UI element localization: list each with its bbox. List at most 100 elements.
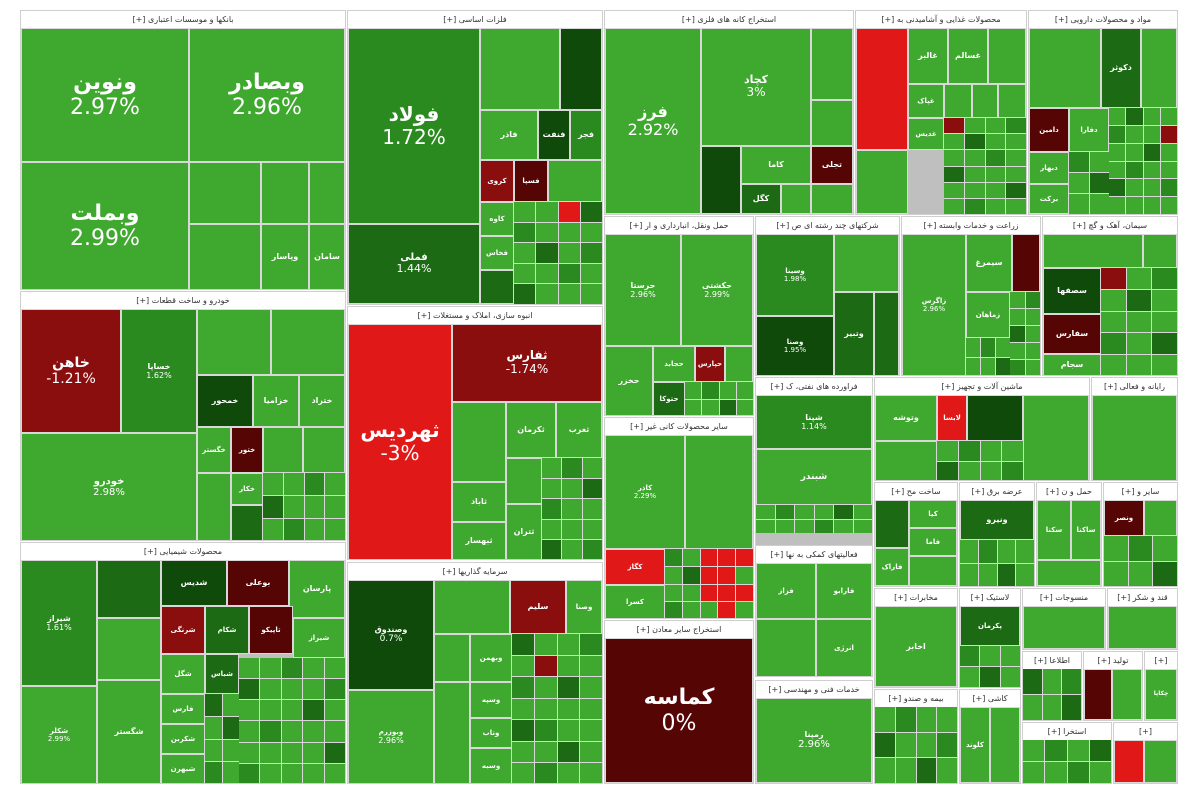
tile-vnik[interactable]: ونیرو bbox=[960, 500, 1034, 540]
sector-refinery[interactable]: فراورده های نفتی، ک [+] شپنا 1.14% شبندر bbox=[755, 377, 873, 677]
tile-shkam[interactable]: شکام bbox=[205, 606, 249, 654]
tile-small[interactable] bbox=[1144, 500, 1177, 536]
tile-small[interactable] bbox=[548, 160, 602, 202]
tile-zmahan[interactable]: سیمرغ bbox=[966, 234, 1012, 292]
tile-khtrad[interactable]: ختراد bbox=[299, 375, 345, 427]
tile-vtoosheh[interactable]: وتوشه bbox=[875, 395, 937, 441]
tile-sesham[interactable]: سجام bbox=[1043, 354, 1101, 375]
tile-small[interactable] bbox=[811, 184, 853, 214]
tile-small[interactable] bbox=[756, 619, 816, 676]
tile-cluster[interactable] bbox=[1023, 740, 1111, 783]
tile-small[interactable] bbox=[1023, 395, 1089, 480]
tile-faz[interactable]: فاذر bbox=[480, 110, 538, 160]
tile-khodro[interactable]: خودرو 2.98% bbox=[21, 433, 197, 540]
tile-small[interactable] bbox=[1114, 740, 1144, 783]
sector-telecom[interactable]: مخابرات [+] اخابر bbox=[874, 588, 958, 688]
tile-samen[interactable]: سامان bbox=[309, 224, 345, 289]
tile-foolad[interactable]: فولاد 1.72% bbox=[348, 28, 480, 224]
tile-hkhazar[interactable]: حخزر bbox=[605, 346, 653, 415]
tile-far[interactable]: فرز 2.92% bbox=[605, 28, 701, 214]
tile-small[interactable] bbox=[1112, 669, 1142, 720]
sector-mining2[interactable]: استخرا [+] bbox=[1022, 722, 1112, 784]
tile-cluster[interactable] bbox=[1101, 268, 1177, 375]
tile-kaloud[interactable]: کلوند bbox=[960, 707, 990, 783]
tile-damin[interactable]: دامین bbox=[1029, 108, 1069, 152]
tile-farabo[interactable]: فارابو bbox=[816, 563, 872, 619]
tile-small[interactable] bbox=[197, 473, 231, 540]
tile-sharaz[interactable]: پارسان bbox=[289, 560, 345, 618]
tile-thbahar[interactable]: ثبهسار bbox=[452, 522, 506, 559]
tile-dbarkat[interactable]: برکت bbox=[1029, 184, 1069, 214]
sector-multi[interactable]: شرکتهای چند رشته ای ص [+] وسینا 1.98% وص… bbox=[755, 216, 900, 376]
sector-finance[interactable]: فعالیتهای کمکی به نها [+] فزاز فارابو ان… bbox=[755, 545, 873, 677]
sector-utility[interactable]: عرضه برق [+] ونیرو bbox=[959, 482, 1035, 587]
tile-khkar[interactable]: خکار bbox=[231, 473, 263, 505]
tile-small[interactable] bbox=[480, 270, 514, 304]
tile-cluster[interactable] bbox=[685, 382, 753, 415]
tile-thgharb[interactable]: ثغرب bbox=[556, 402, 602, 458]
tile-small[interactable] bbox=[1037, 560, 1101, 586]
tile-khsapa[interactable]: خساپا 1.62% bbox=[121, 309, 197, 433]
tile-small[interactable] bbox=[434, 634, 470, 682]
sector-misc2[interactable]: [+] bbox=[1113, 722, 1178, 784]
tile-kama[interactable]: کاما bbox=[741, 146, 811, 184]
tile-small[interactable] bbox=[263, 427, 303, 473]
sector-insurance[interactable]: بیمه و صندو [+] bbox=[874, 689, 958, 784]
tile-fsepa[interactable]: فسپا bbox=[514, 160, 548, 202]
sector-food[interactable]: محصولات غذایی و آشامیدنی به [+] غالبر غس… bbox=[855, 10, 1027, 215]
tile-shbehpak[interactable]: شبهرن bbox=[161, 754, 205, 783]
tile-dfara[interactable]: دفارا bbox=[1069, 108, 1109, 152]
tile-shfars[interactable]: فارس bbox=[161, 694, 205, 724]
tile-small[interactable] bbox=[781, 184, 811, 214]
tile-small[interactable] bbox=[725, 346, 753, 382]
sector-publish[interactable]: تولید [+] bbox=[1083, 651, 1143, 721]
sector-coal[interactable]: استخراج کانه های فلزی [+] فرز 2.92% کچاد… bbox=[604, 10, 854, 215]
tile-small[interactable] bbox=[944, 84, 972, 118]
sector-wood[interactable]: کاشی [+] کلوند bbox=[959, 689, 1021, 784]
tile-vsaba[interactable]: وسپه bbox=[470, 682, 512, 718]
tile-small[interactable] bbox=[1023, 606, 1105, 649]
tile-small[interactable] bbox=[189, 162, 261, 224]
tile-small[interactable] bbox=[909, 556, 957, 586]
sector-banks[interactable]: بانکها و موسسات اعتباری [+] ونوین 2.97% … bbox=[20, 10, 346, 290]
sector-transport[interactable]: حمل ونقل، انبارداری و ار [+] حرستا 2.96%… bbox=[604, 216, 754, 416]
tile-cluster[interactable] bbox=[756, 505, 872, 533]
tile-khmehvar[interactable]: خمحور bbox=[197, 375, 253, 427]
tile-vnasr[interactable]: ونصر bbox=[1104, 500, 1144, 536]
tile-shbouali[interactable]: بوعلی bbox=[227, 560, 289, 606]
tile-faraz[interactable]: فزاز bbox=[756, 563, 816, 619]
tile-cluster[interactable] bbox=[1109, 108, 1177, 214]
tile-shdis[interactable]: شدیس bbox=[161, 560, 227, 606]
tile-cluster[interactable] bbox=[514, 202, 602, 304]
tile-cluster[interactable] bbox=[665, 549, 753, 618]
tile-small[interactable] bbox=[1043, 234, 1143, 268]
tile-small[interactable] bbox=[990, 707, 1020, 783]
tile-small[interactable] bbox=[834, 234, 899, 292]
tile-shkarin[interactable]: شکربن bbox=[161, 724, 205, 754]
tile-small[interactable] bbox=[189, 224, 261, 289]
tile-cluster[interactable] bbox=[542, 458, 602, 559]
tile-khgostar[interactable]: خگستر bbox=[197, 427, 231, 473]
tile-small[interactable] bbox=[1108, 606, 1177, 649]
tile-thkerman[interactable]: ثکرمان bbox=[506, 402, 556, 458]
tile-kgol[interactable]: کگل bbox=[741, 184, 781, 214]
tile-shpna[interactable]: غالبر bbox=[908, 28, 948, 84]
sector-agri[interactable]: زراعت و خدمات وابسته [+] زاگرس 2.96% سیم… bbox=[901, 216, 1041, 376]
tile-small[interactable] bbox=[1143, 234, 1177, 268]
tile-sefars[interactable]: سفارس bbox=[1043, 314, 1101, 354]
tile-small[interactable] bbox=[261, 162, 309, 224]
tile-fnafta[interactable]: فنفت bbox=[538, 110, 570, 160]
sector-invest[interactable]: سرمایه گذاریها [+] وصندوق 0.7% وبوزرم 2.… bbox=[347, 562, 603, 784]
tile-korov[interactable]: کروی bbox=[480, 160, 514, 202]
tile-ksra[interactable]: کسرا bbox=[605, 585, 665, 618]
tile-khtur[interactable]: ختور bbox=[231, 427, 263, 473]
tile-cluster[interactable] bbox=[205, 694, 239, 783]
tile-shkolr[interactable]: شکلر 2.99% bbox=[21, 686, 97, 783]
tile-kechad[interactable]: کچاد 3% bbox=[701, 28, 811, 146]
sector-electric[interactable]: ساخت مح [+] کیا فاما فاراک bbox=[874, 482, 958, 587]
tile-vbsader[interactable]: وبصادر 2.96% bbox=[189, 28, 345, 162]
tile-ptaran[interactable]: پکرمان bbox=[960, 606, 1020, 646]
tile-vnovin[interactable]: ونوین 2.97% bbox=[21, 28, 189, 162]
tile-small[interactable] bbox=[452, 402, 506, 482]
tile-hkeshti[interactable]: حکشتی 2.99% bbox=[681, 234, 753, 346]
